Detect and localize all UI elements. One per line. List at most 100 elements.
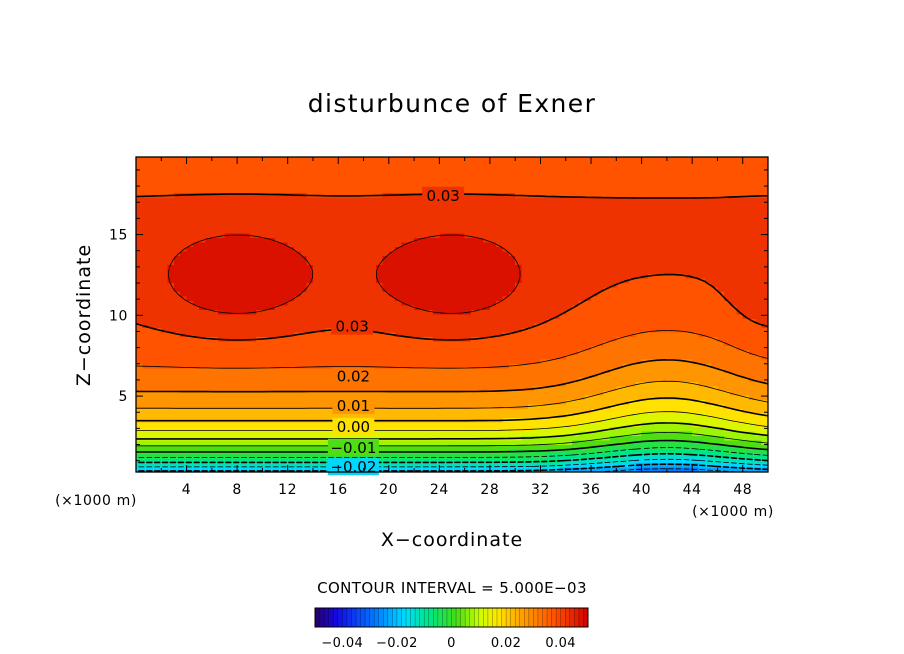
colorbar-swatch [533,608,539,627]
colorbar-swatch [419,608,425,627]
contour-label-bg [422,186,465,204]
contour-label: 0.01 [337,397,370,415]
y-tick-label: 15 [109,228,128,244]
colorbar-swatch [337,608,343,627]
colorbar-swatch [315,608,320,627]
contour-line [136,447,768,458]
colorbar-swatch [510,608,516,627]
chart-title: disturbunce of Exner [308,89,597,118]
plot-frame [135,156,769,473]
colorbar-swatch [424,608,430,627]
contour-label-bg [331,317,374,335]
contour-labels: 0.03 0.03 0.02 0.01 0.00 −0.01−0.02 [327,186,465,476]
colorbar-swatch [442,608,448,627]
colorbar-tick-label: −0.02 [376,636,418,651]
y-tick-label: 5 [118,389,128,405]
colorbar-swatch [583,608,589,627]
x-tick-label: 40 [632,482,651,498]
contour-label: 0.03 [335,318,368,336]
colorbar-tick-labels: −0.04 −0.02 0 0.02 0.04 [321,636,576,651]
x-tick-label: 20 [379,482,398,498]
colorbar-swatch [465,608,471,627]
colorbar-swatch [474,608,480,627]
colorbar-swatch [506,608,512,627]
colorbar-swatch [378,608,384,627]
colorbar-swatch [351,608,357,627]
colorbar-swatch [460,608,466,627]
x-tick-label: 28 [480,482,499,498]
x-tick-label: 36 [582,482,601,498]
colorbar-swatch [537,608,543,627]
contour-label: −0.01 [330,439,376,457]
colorbar-tick-label: 0.04 [545,636,576,651]
colorbar-swatch [333,608,339,627]
colorbar-swatch [483,608,489,627]
colorbar-swatch [569,608,575,627]
colorbar-swatches [314,608,589,627]
colorbar-swatch [369,608,375,627]
colorbar: −0.04 −0.02 0 0.02 0.04 [314,607,589,651]
contour-label: −0.02 [330,458,376,476]
colorbar-swatch [342,608,348,627]
y-axis-label: Z−coordinate [73,244,95,386]
x-axis-unit: (×1000 m) [692,504,774,520]
y-tick-label: 10 [109,308,128,324]
colorbar-swatch [328,608,334,627]
colorbar-swatch [365,608,370,627]
colorbar-swatch [446,608,452,627]
contour-label: 0.03 [426,187,459,205]
colorbar-swatch [547,608,552,627]
contour-label-bg [332,417,375,435]
plot-area: 0.030.030.020.010.00−0.01−0.02 4 8 12 16 20 2… [109,156,769,498]
colorbar-swatch [433,608,439,627]
contour-label: 0.00 [337,418,370,436]
colorbar-swatch [574,608,580,627]
x-tick-label: 12 [278,482,297,498]
colorbar-swatch [478,608,484,627]
contour-label-bg [327,458,379,476]
contour-interval-text: CONTOUR INTERVAL = 5.000E−03 [317,579,587,597]
colorbar-swatch [396,608,402,627]
colorbar-swatch [406,608,411,627]
colorbar-swatch [319,608,325,627]
contour-label-bg [327,438,379,456]
colorbar-swatch [578,608,584,627]
colorbar-swatch [346,608,352,627]
colorbar-swatch [451,608,457,627]
contour-line [136,330,768,369]
colorbar-swatch [551,608,557,627]
contour-label-bg [332,396,375,414]
colorbar-swatch [524,608,530,627]
colorbar-swatch [383,608,389,627]
colorbar-swatch [437,608,443,627]
colorbar-swatch [428,608,434,627]
colorbar-swatch [497,608,502,627]
contour-label-bg [332,367,375,385]
colorbar-swatch [392,608,398,627]
x-tick-label: 24 [430,482,449,498]
colorbar-swatch [487,608,493,627]
x-axis-label: X−coordinate [381,529,523,551]
colorbar-swatch [515,608,521,627]
filled-contour-field [136,157,768,472]
colorbar-swatch [492,608,498,627]
colorbar-frame [314,607,589,628]
y-axis-unit: (×1000 m) [55,493,137,509]
contour-lines [136,193,768,472]
x-tick-label: 16 [329,482,348,498]
x-tick-label: 8 [232,482,242,498]
x-tick-label: 48 [733,482,752,498]
colorbar-swatch [565,608,571,627]
colorbar-swatch [374,608,380,627]
colorbar-swatch [560,608,566,627]
colorbar-swatch [360,608,366,627]
colorbar-swatch [469,608,475,627]
colorbar-swatch [410,608,416,627]
contour-line [168,234,521,314]
colorbar-swatch [387,608,393,627]
colorbar-swatch [415,608,421,627]
contour-line [136,359,768,393]
colorbar-swatch [456,608,461,627]
colorbar-swatch [401,608,407,627]
